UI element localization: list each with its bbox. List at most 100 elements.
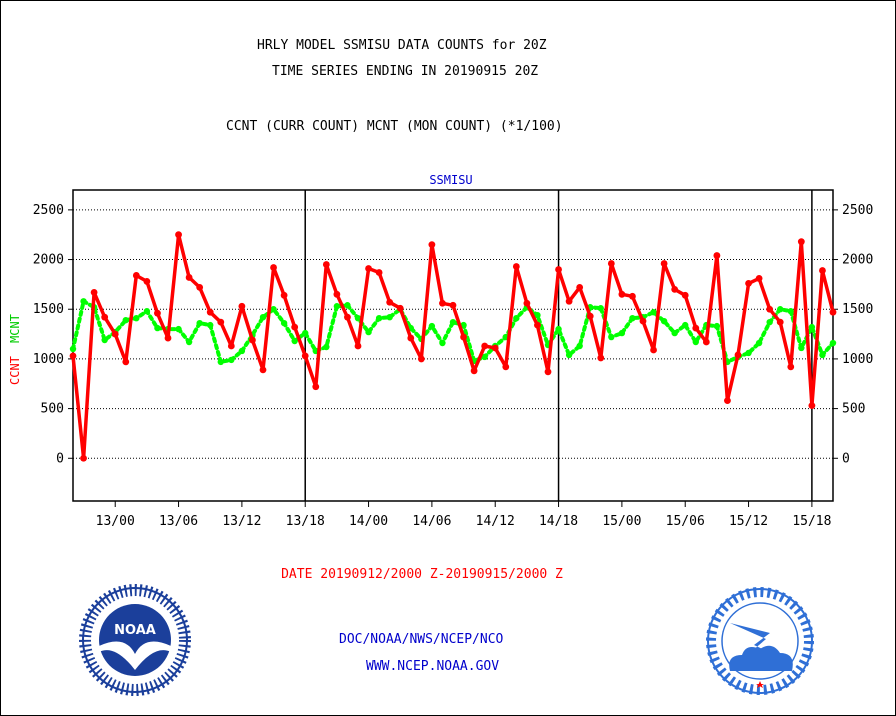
mcnt-point — [259, 313, 267, 321]
series-mcnt — [69, 298, 837, 366]
ccnt-point — [745, 279, 752, 287]
mcnt-point — [238, 347, 246, 355]
mcnt-point — [618, 329, 626, 337]
mcnt-point — [280, 319, 288, 327]
ccnt-point — [692, 324, 700, 332]
ccnt-point — [249, 336, 256, 344]
mcnt-point — [302, 329, 309, 337]
ccnt-point — [217, 318, 225, 326]
ccnt-point — [90, 288, 98, 296]
ccnt-point — [386, 298, 394, 306]
footer-url[interactable]: WWW.NCEP.NOAA.GOV — [366, 659, 500, 674]
mcnt-point — [69, 345, 77, 353]
y-tick-label-left: 500 — [41, 402, 64, 417]
mcnt-point — [386, 313, 393, 321]
mcnt-point — [660, 317, 668, 325]
ccnt-point — [618, 290, 626, 298]
y-tick-label-left: 1500 — [33, 302, 64, 317]
ccnt-point — [175, 231, 182, 239]
mcnt-point — [555, 325, 562, 333]
ccnt-point — [776, 318, 784, 326]
ccnt-point — [597, 354, 605, 362]
mcnt-point — [819, 351, 826, 359]
mcnt-point — [745, 349, 752, 357]
ccnt-point — [512, 263, 520, 270]
ccnt-point — [206, 308, 214, 316]
mcnt-point — [375, 314, 383, 322]
panel-label: SSMISU — [429, 173, 472, 187]
ccnt-point — [576, 283, 584, 291]
chart-description: CCNT (CURR COUNT) MCNT (MON COUNT) (*1/1… — [226, 119, 563, 134]
y-tick-label-right: 0 — [842, 451, 850, 466]
mcnt-point — [597, 305, 604, 312]
mcnt-point — [766, 318, 773, 326]
mcnt-point — [629, 314, 636, 322]
ccnt-point — [586, 312, 594, 320]
ccnt-point — [322, 261, 330, 268]
chart-title: HRLY MODEL SSMISU DATA COUNTS for 20Z — [257, 38, 547, 53]
y-axis-label-left: CCNT — [8, 356, 22, 385]
x-tick-label: 15/18 — [792, 514, 831, 529]
mcnt-point — [344, 302, 351, 309]
y-tick-label-left: 2000 — [33, 253, 64, 268]
ccnt-point — [164, 334, 172, 342]
ccnt-point — [301, 352, 309, 360]
ccnt-point — [650, 346, 657, 354]
ccnt-point — [565, 297, 573, 305]
mcnt-point — [143, 308, 151, 315]
ccnt-point — [819, 267, 826, 274]
mcnt-point — [323, 343, 330, 351]
mcnt-point — [196, 319, 203, 327]
y-tick-label-right: 2000 — [842, 253, 873, 268]
ccnt-point — [280, 291, 288, 299]
ccnt-point — [829, 308, 837, 316]
ccnt-point — [428, 241, 436, 249]
mcnt-point — [449, 318, 457, 326]
x-tick-label: 15/00 — [602, 514, 641, 529]
mcnt-point — [122, 316, 129, 324]
x-axis: 13/00 13/06 13/12 13/18 14/00 14/06 14/12 14/18… — [96, 501, 831, 529]
mcnt-point — [481, 353, 488, 361]
mcnt-point — [354, 314, 362, 322]
ccnt-point — [111, 330, 119, 338]
ccnt-point — [154, 309, 161, 317]
ccnt-point — [766, 305, 774, 313]
ccnt-point — [639, 317, 647, 325]
mcnt-point — [777, 306, 784, 313]
ccnt-point — [185, 274, 193, 281]
noaa-wordmark: NOAA — [114, 623, 156, 638]
mcnt-point — [291, 337, 298, 345]
x-tick-label: 14/18 — [539, 514, 578, 529]
mcnt-point — [829, 339, 837, 347]
ccnt-point — [734, 351, 742, 359]
y-tick-label-right: 1500 — [842, 302, 873, 317]
mcnt-point — [798, 344, 805, 352]
ccnt-point — [354, 342, 362, 350]
ccnt-point — [238, 302, 246, 310]
x-tick-label: 13/18 — [286, 514, 325, 529]
ccnt-point — [724, 397, 731, 405]
ccnt-point — [333, 290, 341, 298]
ccnt-point — [439, 299, 446, 307]
ccnt-point — [671, 285, 679, 293]
national-weather-service-logo-icon — [706, 587, 814, 695]
footer-org: DOC/NOAA/NWS/NCEP/NCO — [339, 632, 504, 647]
x-tick-label: 13/12 — [222, 514, 261, 529]
ccnt-point — [396, 304, 404, 312]
ccnt-point — [101, 313, 109, 321]
ccnt-point — [132, 272, 140, 279]
ccnt-point — [291, 323, 299, 331]
mcnt-point — [650, 309, 657, 316]
mcnt-point — [787, 308, 794, 315]
ccnt-point — [365, 265, 372, 272]
x-tick-label: 14/12 — [476, 514, 515, 529]
series-ccnt — [69, 231, 837, 462]
ccnt-point — [312, 383, 320, 391]
mcnt-point — [133, 314, 140, 322]
ccnt-point — [449, 301, 457, 309]
ccnt-point — [555, 266, 562, 273]
mcnt-point — [154, 324, 161, 332]
ccnt-point — [407, 334, 415, 342]
mcnt-point — [565, 351, 573, 359]
ccnt-point — [470, 367, 478, 375]
